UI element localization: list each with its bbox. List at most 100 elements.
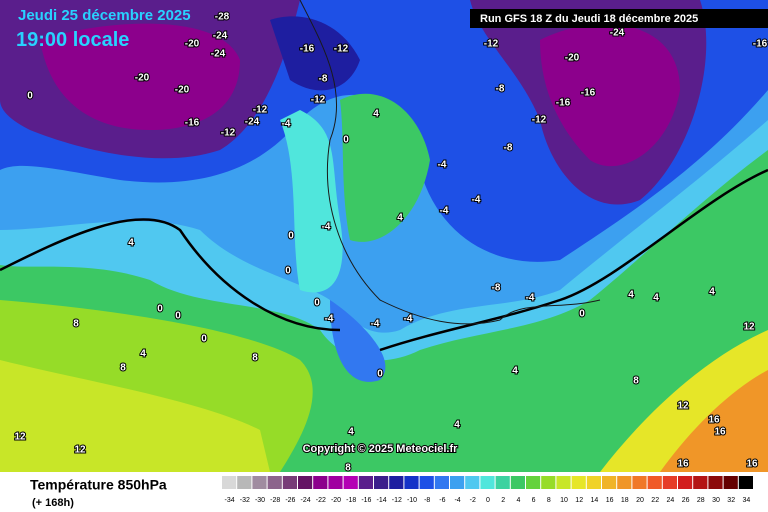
scale-label: 8: [547, 497, 551, 504]
scale-swatch: [434, 476, 449, 489]
contour-label: -4: [438, 160, 447, 171]
footer-lead: (+ 168h): [32, 497, 74, 509]
contour-label: -24: [245, 117, 260, 128]
contour-label: 0: [343, 135, 349, 146]
map-area: [540, 24, 680, 167]
scale-label: 34: [743, 497, 751, 504]
contour-label: 16: [714, 427, 726, 438]
contour-label: 8: [73, 319, 79, 330]
scale-label: -26: [285, 497, 295, 504]
scale-label: 20: [636, 497, 644, 504]
scale-swatch: [374, 476, 389, 489]
scale-swatch: [632, 476, 647, 489]
scale-label: 16: [606, 497, 614, 504]
contour-label: -20: [185, 39, 200, 50]
scale-swatch: [298, 476, 313, 489]
scale-swatch: [450, 476, 465, 489]
scale-swatch: [556, 476, 571, 489]
scale-swatch: [723, 476, 738, 489]
contour-label: -16: [581, 88, 596, 99]
scale-swatch: [404, 476, 419, 489]
contour-label: 0: [579, 309, 585, 320]
scale-swatch: [647, 476, 662, 489]
scale-swatch: [328, 476, 343, 489]
contour-label: 0: [27, 91, 33, 102]
contour-label: -20: [565, 53, 580, 64]
contour-label: -20: [135, 73, 150, 84]
contour-label: 16: [677, 459, 689, 470]
scale-label: 12: [575, 497, 583, 504]
scale-label: -6: [439, 497, 445, 504]
contour-label: -4: [325, 314, 334, 325]
map-area: [270, 16, 360, 91]
contour-label: -4: [322, 222, 331, 233]
scale-swatch: [282, 476, 297, 489]
scale-label: 4: [516, 497, 520, 504]
contour-label: 16: [746, 459, 758, 470]
contour-label: -24: [211, 49, 226, 60]
scale-swatch: [617, 476, 632, 489]
contour-label: 0: [377, 369, 383, 380]
contour-label: 4: [373, 109, 379, 120]
contour-label: -24: [610, 28, 625, 39]
scale-swatch: [662, 476, 677, 489]
contour-label: 8: [633, 376, 639, 387]
contour-label: -24: [213, 31, 228, 42]
scale-label: 14: [591, 497, 599, 504]
scale-label: 28: [697, 497, 705, 504]
scale-swatch: [708, 476, 723, 489]
scale-swatch: [222, 476, 237, 489]
date-text: Jeudi 25 décembre 2025: [18, 7, 191, 24]
contour-label: -8: [504, 143, 513, 154]
run-box: [470, 9, 768, 28]
scale-swatch: [389, 476, 404, 489]
scale-swatch: [510, 476, 525, 489]
scale-swatch: [678, 476, 693, 489]
contour-label: 4: [128, 238, 134, 249]
contour-label: -16: [300, 44, 315, 55]
scale-label: 10: [560, 497, 568, 504]
contour-label: 8: [345, 463, 351, 474]
scale-swatch: [358, 476, 373, 489]
contour-label: -4: [472, 195, 481, 206]
contour-label: 12: [677, 401, 689, 412]
map-labels: 0 -20 -20 -16 -12 -12 -24 -28 -24 -20 -24 -16 -12 -8 -…: [13, 11, 768, 475]
contour-label: 0: [201, 334, 207, 345]
contour-label: 4: [348, 427, 354, 438]
contour-label: -4: [440, 206, 449, 217]
map: [0, 0, 768, 472]
contour-label: -12: [484, 39, 499, 50]
contour-label: -28: [215, 12, 230, 23]
scale-swatch: [526, 476, 541, 489]
scale-label: -34: [225, 497, 235, 504]
contour-label: 8: [120, 363, 126, 374]
scale-label: -12: [392, 497, 402, 504]
contour-label: -4: [526, 293, 535, 304]
contour-label: 0: [288, 231, 294, 242]
contour-label: 12: [74, 445, 86, 456]
contour-label: -12: [311, 95, 326, 106]
scale-swatch: [480, 476, 495, 489]
scale-swatch: [693, 476, 708, 489]
scale-swatch: [419, 476, 434, 489]
contour-label: -16: [556, 98, 571, 109]
contour-label: 4: [628, 290, 634, 301]
scale-swatch: [738, 476, 753, 489]
contour-label: -12: [334, 44, 349, 55]
scale-label: -16: [361, 497, 371, 504]
scale-label: 24: [667, 497, 675, 504]
contour-label: 12: [743, 322, 755, 333]
scale-label: 26: [682, 497, 690, 504]
contour-label: 4: [140, 349, 146, 360]
map-area: [280, 110, 343, 293]
scale-swatch: [313, 476, 328, 489]
contour-label: 0: [314, 298, 320, 309]
scale-label: 18: [621, 497, 629, 504]
contour-label: -20: [175, 85, 190, 96]
map-area: [0, 360, 270, 472]
scale-label: -10: [407, 497, 417, 504]
scale-label: -24: [301, 497, 311, 504]
scale-swatch: [495, 476, 510, 489]
